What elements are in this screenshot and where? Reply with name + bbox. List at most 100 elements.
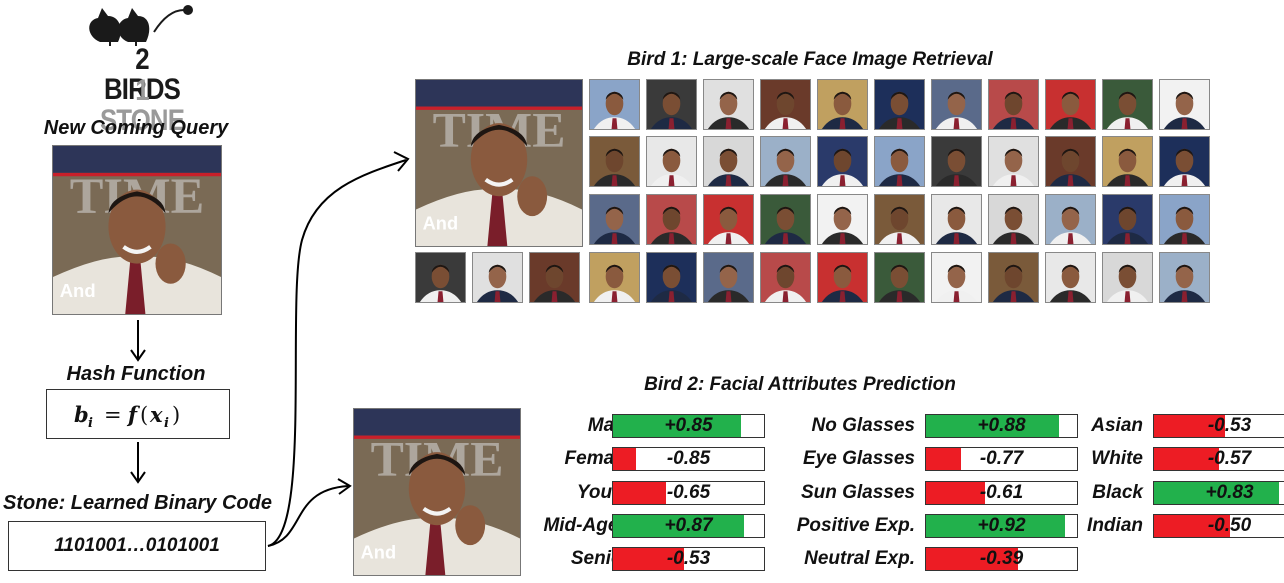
retrieved-face-thumbnail [931,252,982,303]
attribute-score-bar: +0.85 [612,414,765,438]
attribute-label: Neutral Exp. [804,548,915,569]
retrieved-face-thumbnail [646,194,697,245]
attribute-score-bar: -0.57 [1153,447,1284,471]
retrieved-face-thumbnail [988,194,1039,245]
svg-text:): ) [172,403,180,427]
attribute-score-value: -0.57 [1207,448,1252,469]
attribute-score-fill [926,415,1059,437]
retrieved-face-thumbnail [589,79,640,130]
retrieved-face-thumbnail [1045,194,1096,245]
attribute-label: Sun Glasses [800,482,915,503]
retrieved-face-thumbnail [760,252,811,303]
retrieved-face-thumbnail [1045,79,1096,130]
attribute-label: White [1091,448,1143,469]
retrieved-face-thumbnail [760,194,811,245]
retrieved-face-thumbnail [931,194,982,245]
retrieved-face-thumbnail [931,79,982,130]
retrieved-face-thumbnail [1045,252,1096,303]
logo-line-2: 1 STONE [99,74,185,137]
attribute-score-value: +0.83 [1205,482,1254,503]
retrieved-face-thumbnail [1159,79,1210,130]
arrow-to-code-icon [130,442,146,484]
retrieved-face-thumbnail [760,136,811,187]
attribute-score-bar: -0.53 [612,547,765,571]
retrieved-face-thumbnail [703,194,754,245]
attribute-score-value: +0.87 [664,515,713,536]
retrieved-face-thumbnail [1102,194,1153,245]
retrieved-face-thumbnail [988,79,1039,130]
birds-logo-icon [89,5,193,46]
attribute-score-value: -0.65 [666,482,711,503]
attribute-label: Female [564,448,630,469]
attribute-query-face-image: TIME And [353,408,521,576]
attribute-label: Asian [1091,415,1143,436]
svg-text:And: And [361,541,396,562]
retrieved-face-thumbnail [1102,79,1153,130]
attribute-score-fill [613,515,745,537]
attribute-label: Mid-Aged [543,515,630,536]
bird1-title: Bird 1: Large-scale Face Image Retrieval [627,49,993,70]
svg-text:i: i [88,416,93,431]
attribute-score-bar: +0.92 [925,514,1078,538]
retrieved-face-thumbnail [703,136,754,187]
attribute-label: Black [1092,482,1143,503]
attribute-score-bar: -0.39 [925,547,1078,571]
attribute-score-fill [1154,415,1225,437]
retrieved-face-thumbnail [472,252,523,303]
retrieved-face-thumbnail [703,252,754,303]
bird2-title: Bird 2: Facial Attributes Prediction [644,374,956,395]
retrieved-face-thumbnail [703,79,754,130]
logo-line-1: 2 BIRDS [104,43,181,106]
attribute-label: Male [587,415,630,436]
retrieved-face-thumbnail [1102,136,1153,187]
attribute-score-bar: -0.53 [1153,414,1284,438]
attribute-score-value: -0.77 [979,448,1024,469]
retrieved-face-thumbnail [589,252,640,303]
retrieved-face-thumbnail [931,136,982,187]
retrieved-face-thumbnail [760,79,811,130]
retrieved-face-thumbnail [1045,136,1096,187]
attribute-score-fill [613,415,742,437]
attribute-label: Youth [576,482,630,503]
attribute-label: Eye Glasses [803,448,915,469]
attribute-score-value: -0.85 [666,448,711,469]
arrow-to-hash-icon [130,320,146,362]
svg-text:And: And [423,212,458,233]
attribute-score-bar: -0.77 [925,447,1078,471]
attribute-score-value: +0.92 [977,515,1026,536]
attribute-label: No Glasses [811,415,916,436]
retrieved-face-thumbnail [988,136,1039,187]
stone-label: Stone: Learned Binary Code [3,492,272,514]
attribute-score-value: +0.88 [977,415,1026,436]
attribute-score-fill [1154,482,1280,504]
svg-text:i: i [164,416,169,431]
attribute-score-fill [1154,448,1219,470]
retrieved-face-thumbnail [529,252,580,303]
attribute-label: Senior [570,548,630,569]
hash-function-box: b i = f ( x i ) [46,389,230,439]
svg-text:b: b [74,402,89,427]
retrieved-face-thumbnail [646,79,697,130]
retrieved-face-thumbnail [817,252,868,303]
attribute-score-bar: -0.85 [612,447,765,471]
attribute-score-fill [1154,515,1230,537]
retrieved-face-thumbnail [646,136,697,187]
retrieved-face-thumbnail [817,79,868,130]
retrieved-face-thumbnail [817,194,868,245]
retrieved-face-thumbnail [646,252,697,303]
retrieved-face-thumbnail [415,252,466,303]
svg-text:x: x [149,402,163,427]
retrieved-face-thumbnail [817,136,868,187]
attribute-label: Indian [1087,515,1143,536]
attribute-score-value: -0.39 [979,548,1024,569]
attribute-label: Positive Exp. [796,515,915,536]
attribute-score-fill [926,515,1065,537]
attribute-score-value: +0.85 [664,415,713,436]
attribute-score-fill [613,548,684,570]
attribute-score-fill [926,548,1019,570]
attribute-score-bar: +0.88 [925,414,1078,438]
attribute-score-value: -0.53 [1207,415,1252,436]
svg-text:=: = [104,403,122,427]
query-face-image: TIME And [52,145,222,315]
